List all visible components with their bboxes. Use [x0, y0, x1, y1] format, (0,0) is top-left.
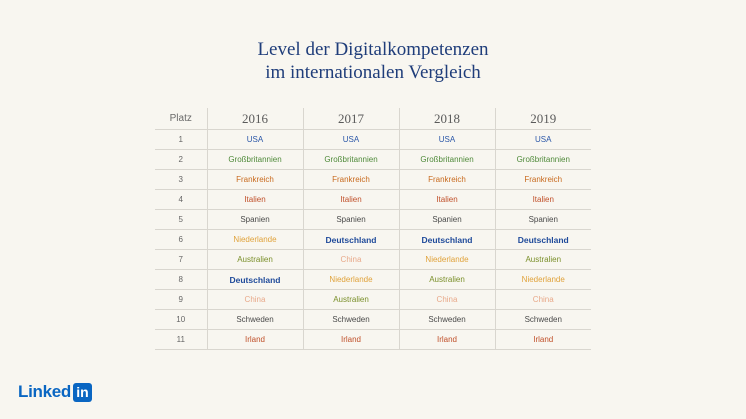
table-row: 3 Frankreich Frankreich Frankreich Frankreic… [155, 169, 591, 190]
country-cell: Schweden [398, 309, 495, 330]
table-row: 7 Australien China Niederlande Australien [155, 249, 591, 270]
page-title: Level der Digitalkompetenzen im internat… [0, 38, 746, 84]
title-line-1: Level der Digitalkompetenzen [257, 39, 489, 60]
country-cell: Spanien [206, 209, 303, 230]
country-cell: Niederlande [302, 269, 399, 290]
country-cell: Irland [206, 329, 303, 350]
country-cell: Italien [206, 189, 303, 210]
table-row: 9 China Australien China China [155, 289, 591, 310]
country-cell: Frankreich [302, 169, 399, 190]
country-cell: Australien [302, 289, 399, 310]
country-cell: Italien [494, 189, 591, 210]
rank-cell: 11 [155, 329, 207, 350]
country-cell: China [494, 289, 591, 310]
country-cell: Schweden [206, 309, 303, 330]
country-cell: Frankreich [398, 169, 495, 190]
country-cell: China [302, 249, 399, 270]
table-row: 1 USA USA USA USA [155, 129, 591, 150]
table-row: 11 Irland Irland Irland Irland [155, 329, 591, 350]
rank-cell: 9 [155, 289, 207, 310]
country-cell: USA [494, 129, 591, 150]
country-cell: Großbritannien [494, 149, 591, 170]
logo-wordmark: Linked [18, 382, 71, 401]
table-row: 2 Großbritannien Großbritannien Großbritann… [155, 149, 591, 170]
country-cell: Italien [302, 189, 399, 210]
rank-column-header: Platz [155, 108, 207, 130]
rank-cell: 5 [155, 209, 207, 230]
country-cell: Frankreich [494, 169, 591, 190]
year-column-header: 2017 [302, 108, 399, 130]
table-body: 1 USA USA USA USA 2 Großbritannien Großbritanni… [155, 129, 591, 350]
year-column-header: 2018 [398, 108, 495, 130]
country-cell: Irland [398, 329, 495, 350]
country-cell: Schweden [494, 309, 591, 330]
country-cell: Schweden [302, 309, 399, 330]
table-row: 10 Schweden Schweden Schweden Schweden [155, 309, 591, 330]
country-cell: Australien [206, 249, 303, 270]
country-cell: USA [206, 129, 303, 150]
country-cell: Italien [398, 189, 495, 210]
country-cell: Großbritannien [206, 149, 303, 170]
rank-cell: 6 [155, 229, 207, 250]
country-cell: USA [302, 129, 399, 150]
rank-cell: 3 [155, 169, 207, 190]
country-cell: China [398, 289, 495, 310]
ranking-table: Platz 2016 2017 2018 2019 1 USA USA USA USA 2… [155, 108, 591, 350]
country-cell: Irland [494, 329, 591, 350]
country-cell: Großbritannien [398, 149, 495, 170]
country-cell: Spanien [494, 209, 591, 230]
title-line-2: im internationalen Vergleich [265, 62, 481, 83]
year-column-header: 2019 [494, 108, 591, 130]
rank-cell: 1 [155, 129, 207, 150]
country-cell: Deutschland [494, 229, 591, 250]
rank-cell: 4 [155, 189, 207, 210]
country-cell: Deutschland [302, 229, 399, 250]
table-row: 8 Deutschland Niederlande Australien Niederl… [155, 269, 591, 290]
country-cell: Deutschland [206, 269, 303, 290]
logo-in-box: in [73, 382, 92, 402]
country-cell: Frankreich [206, 169, 303, 190]
year-column-header: 2016 [206, 108, 303, 130]
rank-cell: 10 [155, 309, 207, 330]
rank-cell: 8 [155, 269, 207, 290]
rank-cell: 2 [155, 149, 207, 170]
country-cell: Spanien [302, 209, 399, 230]
table-row: 4 Italien Italien Italien Italien [155, 189, 591, 210]
country-cell: Niederlande [398, 249, 495, 270]
rank-cell: 7 [155, 249, 207, 270]
country-cell: USA [398, 129, 495, 150]
linkedin-logo: Linked in [18, 382, 92, 402]
table-row: 5 Spanien Spanien Spanien Spanien [155, 209, 591, 230]
country-cell: Spanien [398, 209, 495, 230]
country-cell: Niederlande [206, 229, 303, 250]
country-cell: Irland [302, 329, 399, 350]
table-row: 6 Niederlande Deutschland Deutschland Deutsc… [155, 229, 591, 250]
country-cell: Australien [398, 269, 495, 290]
country-cell: Deutschland [398, 229, 495, 250]
country-cell: Niederlande [494, 269, 591, 290]
country-cell: Großbritannien [302, 149, 399, 170]
country-cell: Australien [494, 249, 591, 270]
table-header-row: Platz 2016 2017 2018 2019 [155, 108, 591, 130]
country-cell: China [206, 289, 303, 310]
